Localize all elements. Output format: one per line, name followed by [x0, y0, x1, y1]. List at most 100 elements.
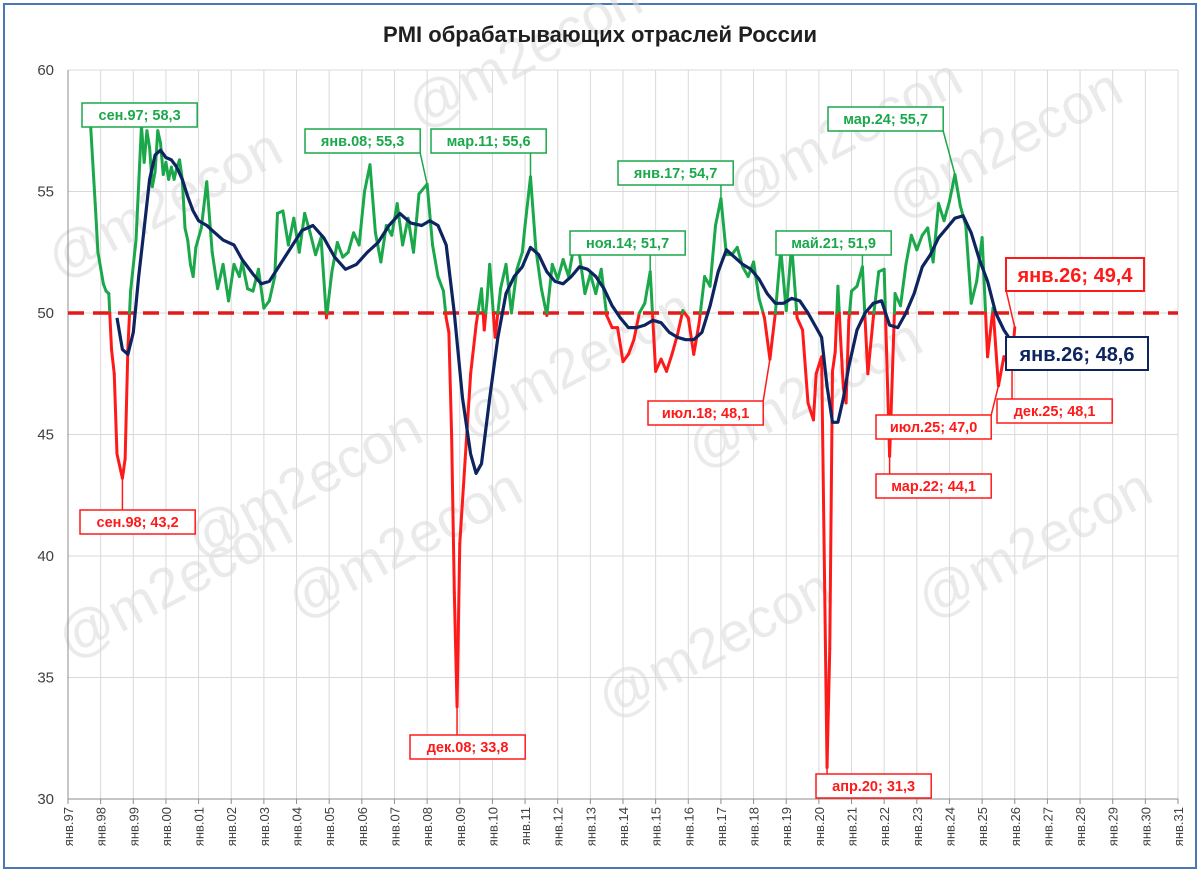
- monthly-segment: [281, 209, 290, 247]
- monthly-segment: [431, 243, 440, 279]
- monthly-segment: [153, 129, 160, 174]
- x-tick-label: янв.20: [812, 807, 827, 846]
- x-tick-label: янв.19: [779, 807, 794, 846]
- monthly-segment: [444, 316, 451, 334]
- monthly-segment: [346, 231, 356, 254]
- monthly-segment: [303, 211, 312, 235]
- monthly-segment: [991, 311, 1000, 388]
- monthly-segment: [986, 311, 994, 359]
- x-tick-label: янв.17: [714, 807, 729, 846]
- monthly-segment: [180, 177, 187, 230]
- callout-label: дек.25; 48,1: [1014, 404, 1096, 420]
- callout-label: апр.20; 31,3: [832, 779, 915, 795]
- callout-box: [815, 773, 932, 799]
- watermark-text: @m2econ: [586, 555, 842, 731]
- monthly-segment: [194, 226, 203, 249]
- monthly-segment: [120, 457, 127, 480]
- monthly-segment: [292, 216, 301, 254]
- monthly-segment: [515, 250, 524, 271]
- callout-low: июл.18; 48,1: [647, 359, 771, 426]
- callout-box: [827, 106, 944, 132]
- y-tick-label: 30: [37, 791, 54, 808]
- monthly-segment: [493, 311, 500, 339]
- monthly-segment: [833, 311, 839, 354]
- monthly-segment: [953, 172, 962, 208]
- monthly-segment: [675, 311, 684, 337]
- chart-title: PMI обрабатывающих отраслей России: [383, 22, 817, 47]
- x-tick-label: янв.02: [224, 807, 239, 846]
- monthly-segment: [450, 433, 456, 594]
- x-tick-label: янв.27: [1040, 807, 1055, 846]
- monthly-segment: [262, 299, 271, 310]
- monthly-segment: [267, 275, 277, 303]
- monthly-segment: [529, 175, 538, 252]
- latest-pmi-label: янв.26; 49,4: [1017, 265, 1134, 287]
- callout-box: [1005, 257, 1145, 292]
- monthly-segment: [931, 202, 941, 264]
- callout-low: мар.22; 44,1: [875, 456, 992, 499]
- monthly-segment: [123, 347, 130, 461]
- monthly-segment: [112, 372, 119, 456]
- monthly-segment: [697, 311, 702, 325]
- monthly-segment: [463, 372, 473, 461]
- monthly-segment: [520, 224, 527, 254]
- x-tick-label: янв.21: [845, 807, 860, 846]
- monthly-segment: [480, 287, 485, 315]
- callout-low: июл.25; 47,0: [875, 385, 1000, 440]
- y-tick-label: 40: [37, 548, 54, 565]
- monthly-segment: [210, 250, 220, 291]
- callout-high: сен.97; 58,3: [81, 102, 198, 128]
- x-tick-label: янв.26: [1008, 807, 1023, 846]
- callout-box: [81, 102, 198, 128]
- monthly-segment: [205, 180, 214, 254]
- callout-label: дек.08; 33,8: [427, 740, 509, 756]
- callout-label: сен.97; 58,3: [99, 108, 181, 124]
- monthly-segment: [183, 226, 190, 242]
- monthly-segment: [156, 129, 162, 145]
- monthly-segment: [455, 542, 462, 709]
- callout-leader: [990, 385, 1000, 416]
- monthly-segment: [996, 355, 1006, 388]
- monthly-segment: [240, 260, 250, 291]
- x-tick-label: янв.25: [975, 807, 990, 846]
- callout-label: мар.11; 55,6: [447, 134, 531, 150]
- y-tick-label: 60: [37, 62, 54, 79]
- callout-low: апр.20; 31,3: [815, 767, 932, 799]
- x-tick-label: янв.14: [616, 807, 631, 846]
- monthly-segment: [126, 311, 132, 351]
- monthly-pmi-series: [88, 109, 1017, 769]
- monthly-segment: [107, 292, 112, 315]
- callout-box: [409, 734, 526, 760]
- monthly-segment: [496, 287, 503, 315]
- monthly-segment: [128, 289, 133, 315]
- latest-trend-label: янв.26; 48,6: [1019, 344, 1135, 366]
- y-tick-label: 45: [37, 427, 54, 444]
- monthly-segment: [588, 272, 598, 296]
- callout-label: янв.17; 54,7: [634, 166, 717, 182]
- monthly-segment: [665, 352, 674, 373]
- callout-box: [647, 400, 764, 426]
- monthly-segment: [820, 355, 829, 769]
- callout-high: мар.11; 55,6: [430, 128, 547, 177]
- x-tick-label: янв.06: [355, 807, 370, 846]
- monthly-segment: [825, 646, 832, 769]
- x-tick-label: янв.28: [1073, 807, 1088, 846]
- monthly-segment: [325, 270, 334, 315]
- monthly-segment: [357, 190, 367, 247]
- monthly-segment: [474, 311, 480, 327]
- callout-leader: [1005, 289, 1016, 328]
- monthly-segment: [227, 262, 236, 303]
- monthly-segment: [650, 311, 658, 373]
- callout-box: [617, 160, 734, 186]
- moving-average-series: [115, 148, 1017, 475]
- x-tick-label: янв.16: [681, 807, 696, 846]
- y-tick-label: 50: [37, 305, 54, 322]
- monthly-segment: [915, 233, 924, 252]
- x-tick-label: янв.00: [159, 807, 174, 846]
- monthly-segment: [882, 267, 887, 315]
- monthly-segment: [319, 236, 328, 315]
- monthly-segment: [401, 216, 410, 247]
- monthly-segment: [488, 262, 495, 315]
- x-tick-label: янв.30: [1138, 807, 1153, 846]
